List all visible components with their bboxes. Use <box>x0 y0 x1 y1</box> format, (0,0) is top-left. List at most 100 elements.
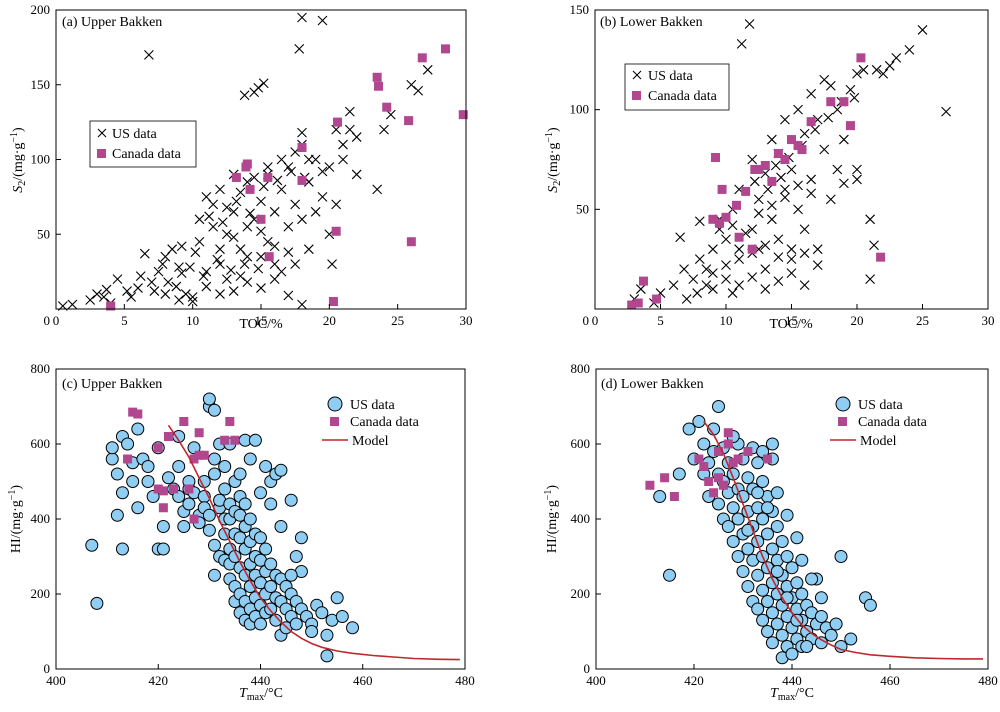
panel-d-us-point <box>800 640 814 653</box>
panel-d-y-tick-label: 400 <box>571 511 591 526</box>
panel-c-us-point <box>264 580 278 593</box>
panel-d-us-point <box>780 550 794 563</box>
panel-b-canada-point <box>734 232 744 242</box>
panel-b-us-point <box>679 264 689 275</box>
panel-a-us-point <box>283 221 294 232</box>
panel-b-canada-point <box>714 218 724 228</box>
panel-d-canada-point <box>763 454 772 464</box>
panel-d-us-point <box>761 501 774 515</box>
panel-b-canada-point <box>876 252 886 262</box>
panel-c-model-curve <box>167 424 460 661</box>
panel-a-us-point <box>338 154 348 165</box>
panel-c-us-point <box>305 625 319 638</box>
panel-b-canada-point <box>780 155 790 164</box>
panel-b-us-point <box>708 244 718 255</box>
panel-a-canada-point <box>297 143 307 153</box>
panel-d-us-point <box>814 591 828 605</box>
panel-c-us-point <box>238 497 252 511</box>
panel-a-us-point <box>262 162 273 172</box>
panel-a-us-point <box>245 208 255 219</box>
panel-c-us-point <box>182 497 196 511</box>
panel-c-x-tick-label: 440 <box>251 673 271 688</box>
panel-c-canada-point <box>153 484 163 494</box>
panel-a-x-axis-label: TOC/% <box>239 317 283 332</box>
panel-d-us-point <box>751 568 765 582</box>
panel-a-legend-canada-marker <box>97 149 106 158</box>
panel-b-us-point <box>786 244 797 255</box>
panel-b-x-tick-label: 30 <box>982 313 995 328</box>
panel-d-us-point <box>741 542 755 556</box>
panel-a-us-point <box>235 187 246 198</box>
panel-a-us-point <box>167 244 178 255</box>
panel-a-title: (a) Upper Bakken <box>62 15 162 30</box>
panel-c-us-point <box>243 452 257 466</box>
panel-c-us-point <box>284 568 298 582</box>
panel-c-us-point <box>141 475 155 488</box>
panel-b-us-point <box>786 164 797 175</box>
panel-d-us-point <box>824 628 838 642</box>
panel-a-us-point <box>351 132 362 142</box>
panel-a-y-tick-label: 150 <box>31 77 51 92</box>
panel-a-us-point <box>276 154 287 165</box>
panel-b-us-point <box>721 234 731 245</box>
panel-c-canada-point <box>179 417 189 426</box>
panel-b-us-point <box>849 92 860 103</box>
panel-b-us-point <box>832 104 843 115</box>
panel-c-us-point <box>156 542 170 556</box>
panel-b-legend-us-marker <box>632 70 642 80</box>
panel-d-legend-us-label: US data <box>858 398 904 413</box>
panel-d-us-point <box>697 437 711 451</box>
panel-b-us-point <box>635 284 646 294</box>
panel-c-x-tick-label: 400 <box>46 673 66 688</box>
panel-c-x-axis-label: Tmax/°C <box>239 686 283 703</box>
panel-c-plot-area <box>85 392 460 663</box>
panel-b-us-point <box>734 280 744 290</box>
panel-c-us-point <box>320 628 334 642</box>
panel-a-us-point <box>174 262 184 273</box>
panel-c-us-point <box>289 550 303 563</box>
panel-a-canada-point <box>333 117 343 127</box>
panel-a-us-point <box>286 166 296 177</box>
panel-b-us-point <box>904 44 915 55</box>
panel-c-us-point <box>202 508 216 522</box>
panel-c-us-point <box>177 520 191 533</box>
panel-c-us-point <box>110 508 124 522</box>
panel-b-us-point <box>812 244 823 255</box>
panel-d-legend: US data Canada data Model <box>830 396 928 449</box>
panel-d-us-point <box>780 508 794 522</box>
panel-d-us-point <box>765 437 779 451</box>
panel-c-us-point <box>172 460 186 473</box>
panel-a-us-point <box>272 175 283 186</box>
panel-b-us-point <box>753 208 764 219</box>
panel-b-us-point <box>734 254 744 265</box>
panel-a-us-point <box>297 299 307 310</box>
panel-d-us-point <box>863 598 877 612</box>
panel-a-us-point <box>235 271 246 281</box>
panel-b-us-point <box>845 84 856 95</box>
panel-c-title: (c) Upper Bakken <box>62 377 162 392</box>
panel-b-us-point <box>884 60 895 71</box>
panel-d-us-point <box>751 486 765 500</box>
panel-a-us-point <box>269 274 280 284</box>
panel-d-us-point <box>761 527 774 541</box>
panel-c-us-point <box>330 591 344 605</box>
panel-b-us-point <box>681 294 692 304</box>
panel-d-legend-canada-marker <box>838 417 847 426</box>
panel-b-us-point <box>780 192 790 203</box>
panel-b-us-point <box>839 134 849 145</box>
panel-c-legend-canada-marker <box>330 417 339 426</box>
panel-a-us-point <box>122 286 132 296</box>
panel-a-us-point <box>297 214 307 225</box>
panel-a-x-tick-label: 10 <box>186 313 199 328</box>
panel-d-lower-bakken-hi-vs-tmax: (d) Lower Bakken US data Canada data Mod… <box>543 361 998 703</box>
panel-b-canada-point <box>711 153 721 163</box>
panel-b-us-point <box>727 288 738 298</box>
panel-a-us-point <box>201 266 212 277</box>
panel-a-us-point <box>194 214 205 225</box>
panel-a-us-point <box>133 283 143 293</box>
panel-a-canada-point <box>374 81 384 91</box>
panel-b-x-tick-label: 25 <box>916 313 929 328</box>
panel-a-us-point <box>212 254 223 265</box>
panel-b-us-point <box>806 188 817 199</box>
